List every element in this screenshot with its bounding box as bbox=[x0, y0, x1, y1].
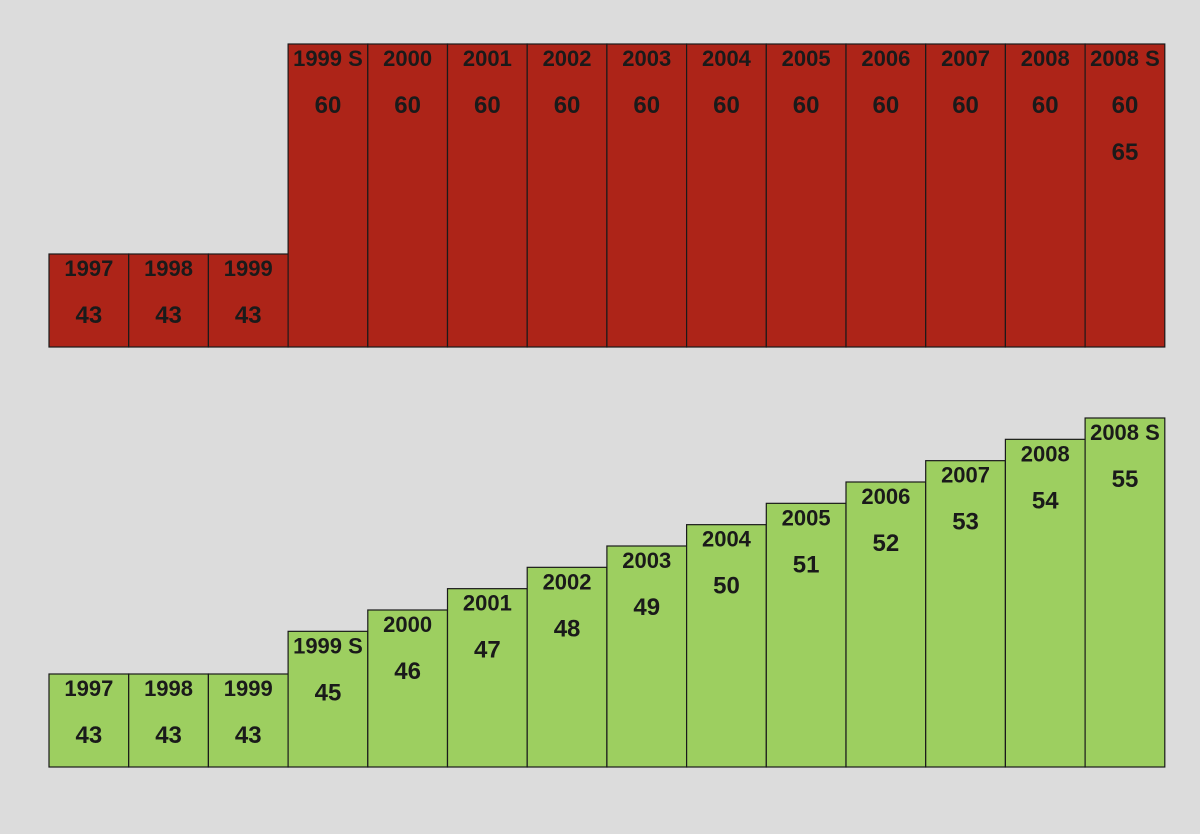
bar-value-label: 60 bbox=[1112, 92, 1139, 119]
bar-value-label: 43 bbox=[155, 302, 182, 329]
bar-value-label: 54 bbox=[1032, 487, 1059, 514]
bar bbox=[207, 673, 289, 768]
bar-category-label: 2001 bbox=[463, 591, 512, 616]
bar-category-label: 1998 bbox=[144, 676, 193, 701]
bar-value-label: 50 bbox=[713, 573, 740, 600]
bar bbox=[287, 630, 369, 768]
bar-category-label: 2003 bbox=[622, 46, 671, 71]
bar-category-label: 2008 bbox=[1021, 441, 1070, 466]
bar bbox=[128, 673, 209, 768]
bar-category-label: 1999 bbox=[224, 256, 273, 281]
bar-category-label: 2005 bbox=[782, 46, 831, 71]
bar-value-label: 60 bbox=[633, 92, 660, 119]
bar-category-label: 2000 bbox=[383, 612, 432, 637]
bar-category-label: 2002 bbox=[543, 46, 592, 71]
bar bbox=[446, 588, 528, 768]
bar-category-label: 1998 bbox=[144, 256, 193, 281]
bar bbox=[1004, 438, 1086, 768]
bar bbox=[48, 253, 130, 348]
bar-value-label: 60 bbox=[713, 92, 740, 119]
bar bbox=[367, 43, 449, 348]
bar bbox=[526, 43, 608, 348]
bar bbox=[526, 566, 608, 768]
bar-category-label: 2008 S bbox=[1090, 420, 1160, 445]
bar-value-label: 55 bbox=[1112, 466, 1139, 493]
bar-value-label: 60 bbox=[315, 92, 342, 119]
bar-category-label: 1999 S bbox=[293, 633, 363, 658]
bar bbox=[1084, 417, 1166, 768]
bar-value-label: 43 bbox=[155, 722, 182, 749]
bar-value-label: 43 bbox=[75, 302, 102, 329]
bar-value-label: 49 bbox=[633, 594, 660, 621]
bar-value-label: 60 bbox=[793, 92, 820, 119]
bar-category-label: 1997 bbox=[64, 256, 113, 281]
bar-value-label: 60 bbox=[872, 92, 899, 119]
bar-category-label: 1999 S bbox=[293, 46, 363, 71]
bar-category-label: 2005 bbox=[782, 505, 831, 530]
bar bbox=[845, 43, 927, 348]
bar bbox=[925, 43, 1007, 348]
bar-category-label: 2003 bbox=[622, 548, 671, 573]
bar-category-label: 1999 bbox=[224, 676, 273, 701]
bar-value-label: 52 bbox=[872, 530, 899, 557]
bar-value-label: 60 bbox=[554, 92, 581, 119]
bar-value-label: 43 bbox=[235, 302, 262, 329]
bar bbox=[1084, 43, 1166, 348]
bar bbox=[606, 43, 688, 348]
bar-category-label: 2001 bbox=[463, 46, 512, 71]
bar bbox=[845, 481, 927, 768]
bar-value-label: 43 bbox=[75, 722, 102, 749]
bar bbox=[606, 545, 688, 768]
bar-value-label: 43 bbox=[235, 722, 262, 749]
bar-value-label: 60 bbox=[474, 92, 501, 119]
bar-category-label: 2008 S bbox=[1090, 46, 1160, 71]
bar bbox=[1004, 43, 1086, 348]
bar bbox=[765, 43, 847, 348]
bar-extra-value-label: 65 bbox=[1112, 139, 1139, 166]
bar-value-label: 60 bbox=[952, 92, 979, 119]
red-bar-chart: 1997 43 1998 43 1999 43 1999 S 60 2000 60 2001 60 20… bbox=[48, 43, 1166, 348]
bar bbox=[685, 524, 767, 768]
bar-value-label: 60 bbox=[394, 92, 421, 119]
bar bbox=[367, 609, 449, 768]
bar bbox=[765, 502, 847, 768]
bar-category-label: 2004 bbox=[702, 46, 752, 71]
bar-value-label: 51 bbox=[793, 551, 820, 578]
bar bbox=[48, 673, 130, 768]
bar-value-label: 53 bbox=[952, 509, 979, 536]
bar bbox=[128, 253, 209, 348]
bar bbox=[446, 43, 528, 348]
bar-category-label: 1997 bbox=[64, 676, 113, 701]
bar bbox=[925, 460, 1007, 768]
bar-category-label: 2006 bbox=[861, 484, 910, 509]
bar-category-label: 2006 bbox=[861, 46, 910, 71]
bar-category-label: 2002 bbox=[543, 569, 592, 594]
green-bar-chart: 1997 43 1998 43 1999 43 1999 S 45 2000 46 2001 47 20… bbox=[48, 417, 1166, 768]
bar-value-label: 45 bbox=[315, 679, 342, 706]
bar-value-label: 60 bbox=[1032, 92, 1059, 119]
bar-value-label: 47 bbox=[474, 637, 501, 664]
bar-category-label: 2004 bbox=[702, 527, 752, 552]
bar-value-label: 46 bbox=[394, 658, 421, 685]
bar-value-label: 48 bbox=[554, 615, 581, 642]
bar-category-label: 2007 bbox=[941, 46, 990, 71]
bar bbox=[685, 43, 767, 348]
bar-category-label: 2008 bbox=[1021, 46, 1070, 71]
bar-category-label: 2000 bbox=[383, 46, 432, 71]
bar bbox=[207, 253, 289, 348]
bar bbox=[287, 43, 369, 348]
bar-category-label: 2007 bbox=[941, 463, 990, 488]
